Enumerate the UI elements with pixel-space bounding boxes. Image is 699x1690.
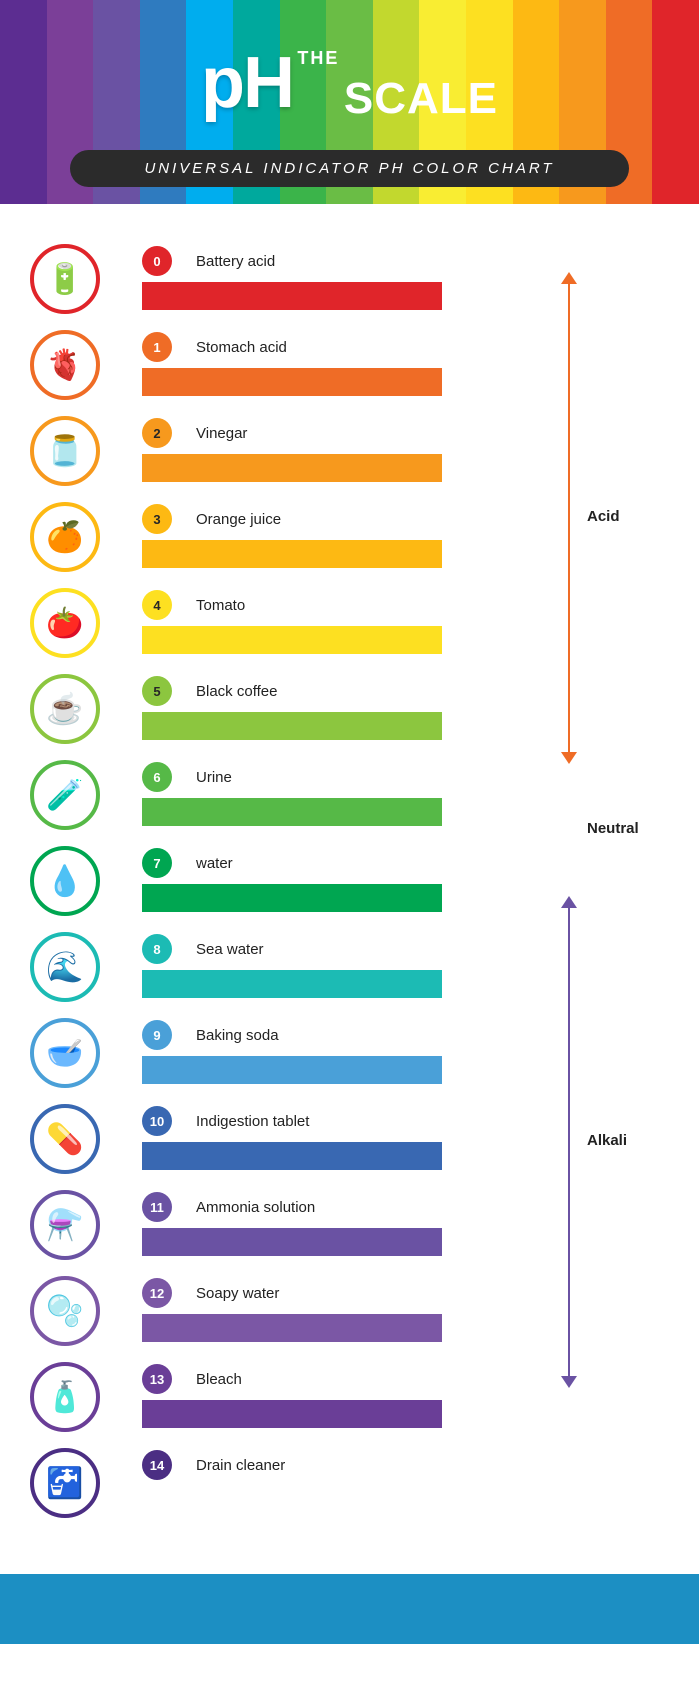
title: pH THE SCALE [0,42,699,124]
ph-entry: 2 Vinegar [142,416,525,482]
drain-icon: 🚰 [30,1448,100,1518]
footer-bar [0,1574,699,1644]
ph-label: Black coffee [196,683,277,700]
ph-entry: 5 Black coffee [142,674,525,740]
tomato-icon: 🍅 [30,588,100,658]
ph-bar [142,454,442,482]
ph-bar [142,1228,442,1256]
ph-entry: 14 Drain cleaner [142,1448,525,1514]
ph-number: 11 [142,1192,172,1222]
ph-bar [142,884,442,912]
ph-bar [142,1314,442,1342]
ph-number: 6 [142,762,172,792]
bleach-icon: 🧴 [30,1362,100,1432]
ph-label: Indigestion tablet [196,1113,309,1130]
ph-number: 4 [142,590,172,620]
ph-bar [142,970,442,998]
ph-label: Baking soda [196,1027,279,1044]
region-label-neutral: Neutral [587,820,639,837]
ph-label: Battery acid [196,253,275,270]
ph-bar [142,540,442,568]
ph-label: Sea water [196,941,264,958]
soda-icon: 🥣 [30,1018,100,1088]
tablet-icon: 💊 [30,1104,100,1174]
ph-label: Drain cleaner [196,1457,285,1474]
region-label-alkali: Alkali [587,1132,627,1149]
ph-bar [142,712,442,740]
ph-label: Bleach [196,1371,242,1388]
ph-number: 5 [142,676,172,706]
ph-entry: 1 Stomach acid [142,330,525,396]
flask-icon: ⚗️ [30,1190,100,1260]
ph-number: 9 [142,1020,172,1050]
ph-bar [142,1400,442,1428]
title-scale: SCALE [344,74,498,124]
ph-number: 0 [142,246,172,276]
ph-entry: 13 Bleach [142,1362,525,1428]
ph-entry: 11 Ammonia solution [142,1190,525,1256]
ph-entry: 8 Sea water [142,932,525,998]
ph-number: 7 [142,848,172,878]
ph-number: 12 [142,1278,172,1308]
soap-icon: 🫧 [30,1276,100,1346]
stomach-icon: 🫀 [30,330,100,400]
ph-bar [142,282,442,310]
ph-number: 3 [142,504,172,534]
region-column: Acid Neutral Alkali [559,244,669,1414]
ph-scale-infographic: pH THE SCALE UNIVERSAL INDICATOR PH COLO… [0,0,699,1644]
ph-number: 1 [142,332,172,362]
ph-number: 8 [142,934,172,964]
ph-chart: 🔋 0 Battery acid 🫀 1 Stomach acid 🫙 2 Vinegar 🍊 3 O… [0,204,699,1574]
ph-label: Vinegar [196,425,247,442]
ph-number: 13 [142,1364,172,1394]
urine-icon: 🧪 [30,760,100,830]
region-arrow-acid [559,274,561,762]
header-rainbow: pH THE SCALE UNIVERSAL INDICATOR PH COLO… [0,0,699,204]
ph-entry: 12 Soapy water [142,1276,525,1342]
orange-icon: 🍊 [30,502,100,572]
battery-icon: 🔋 [30,244,100,314]
ph-row: 🚰 14 Drain cleaner [30,1448,669,1526]
region-arrow-alkali [559,898,561,1386]
ph-entry: 3 Orange juice [142,502,525,568]
ph-label: Urine [196,769,232,786]
ph-entry: 7 water [142,846,525,912]
water-icon: 💧 [30,846,100,916]
ph-entry: 9 Baking soda [142,1018,525,1084]
ph-bar [142,1056,442,1084]
ph-bar [142,368,442,396]
ph-entry: 0 Battery acid [142,244,525,310]
ph-entry: 10 Indigestion tablet [142,1104,525,1170]
subtitle: UNIVERSAL INDICATOR PH COLOR CHART [70,150,629,187]
ph-label: water [196,855,233,872]
ph-label: Stomach acid [196,339,287,356]
ph-bar [142,798,442,826]
ph-number: 2 [142,418,172,448]
ph-number: 14 [142,1450,172,1480]
sea-icon: 🌊 [30,932,100,1002]
region-label-acid: Acid [587,508,620,525]
vinegar-icon: 🫙 [30,416,100,486]
ph-bar [142,1142,442,1170]
title-ph: pH [201,42,293,124]
ph-entry: 6 Urine [142,760,525,826]
ph-number: 10 [142,1106,172,1136]
coffee-icon: ☕ [30,674,100,744]
ph-entry: 4 Tomato [142,588,525,654]
title-the: THE [297,48,339,69]
ph-label: Tomato [196,597,245,614]
ph-label: Orange juice [196,511,281,528]
ph-bar [142,626,442,654]
ph-label: Soapy water [196,1285,279,1302]
ph-label: Ammonia solution [196,1199,315,1216]
